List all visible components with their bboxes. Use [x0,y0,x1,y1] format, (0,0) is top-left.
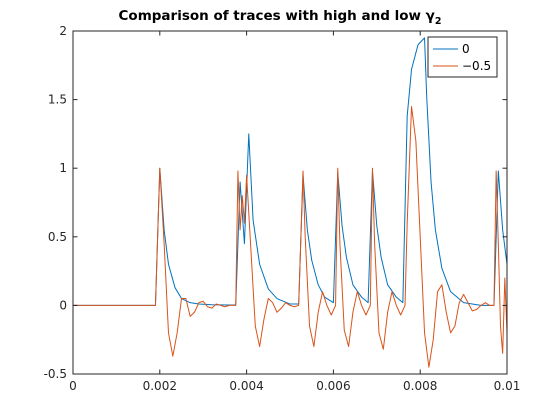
series-line-1 [73,105,508,368]
chart-title-subscript: 2 [435,16,442,27]
series-layer [73,37,508,368]
legend-label-1: −0.5 [462,59,491,73]
y-tick-label: 1 [59,161,67,175]
series-line-0 [73,37,508,306]
axes-box [72,30,508,375]
y-tick-label: 0.5 [48,230,67,244]
y-tick-label: -0.5 [44,367,67,381]
legend: 0 −0.5 [427,36,498,78]
x-tick-label: 0.008 [403,379,437,393]
legend-label-0: 0 [462,42,470,56]
y-tick-label: 0 [59,298,67,312]
legend-box [427,36,498,78]
x-tick-label: 0.006 [316,379,350,393]
x-tick-label: 0.01 [494,379,521,393]
plot-area [73,31,507,374]
x-tick-label: 0.004 [229,379,263,393]
axes-layer: 0 0.002 0.004 0.006 0.008 0.01-0.500.511.52 [44,24,521,393]
x-tick-label: 0.002 [143,379,177,393]
x-tick-label: 0 [69,379,77,393]
y-tick-label: 2 [59,24,67,38]
chart-title-main: Comparison of traces with high and low γ [119,8,435,24]
y-tick-label: 1.5 [48,93,67,107]
chart-title: Comparison of traces with high and low γ… [119,8,442,27]
